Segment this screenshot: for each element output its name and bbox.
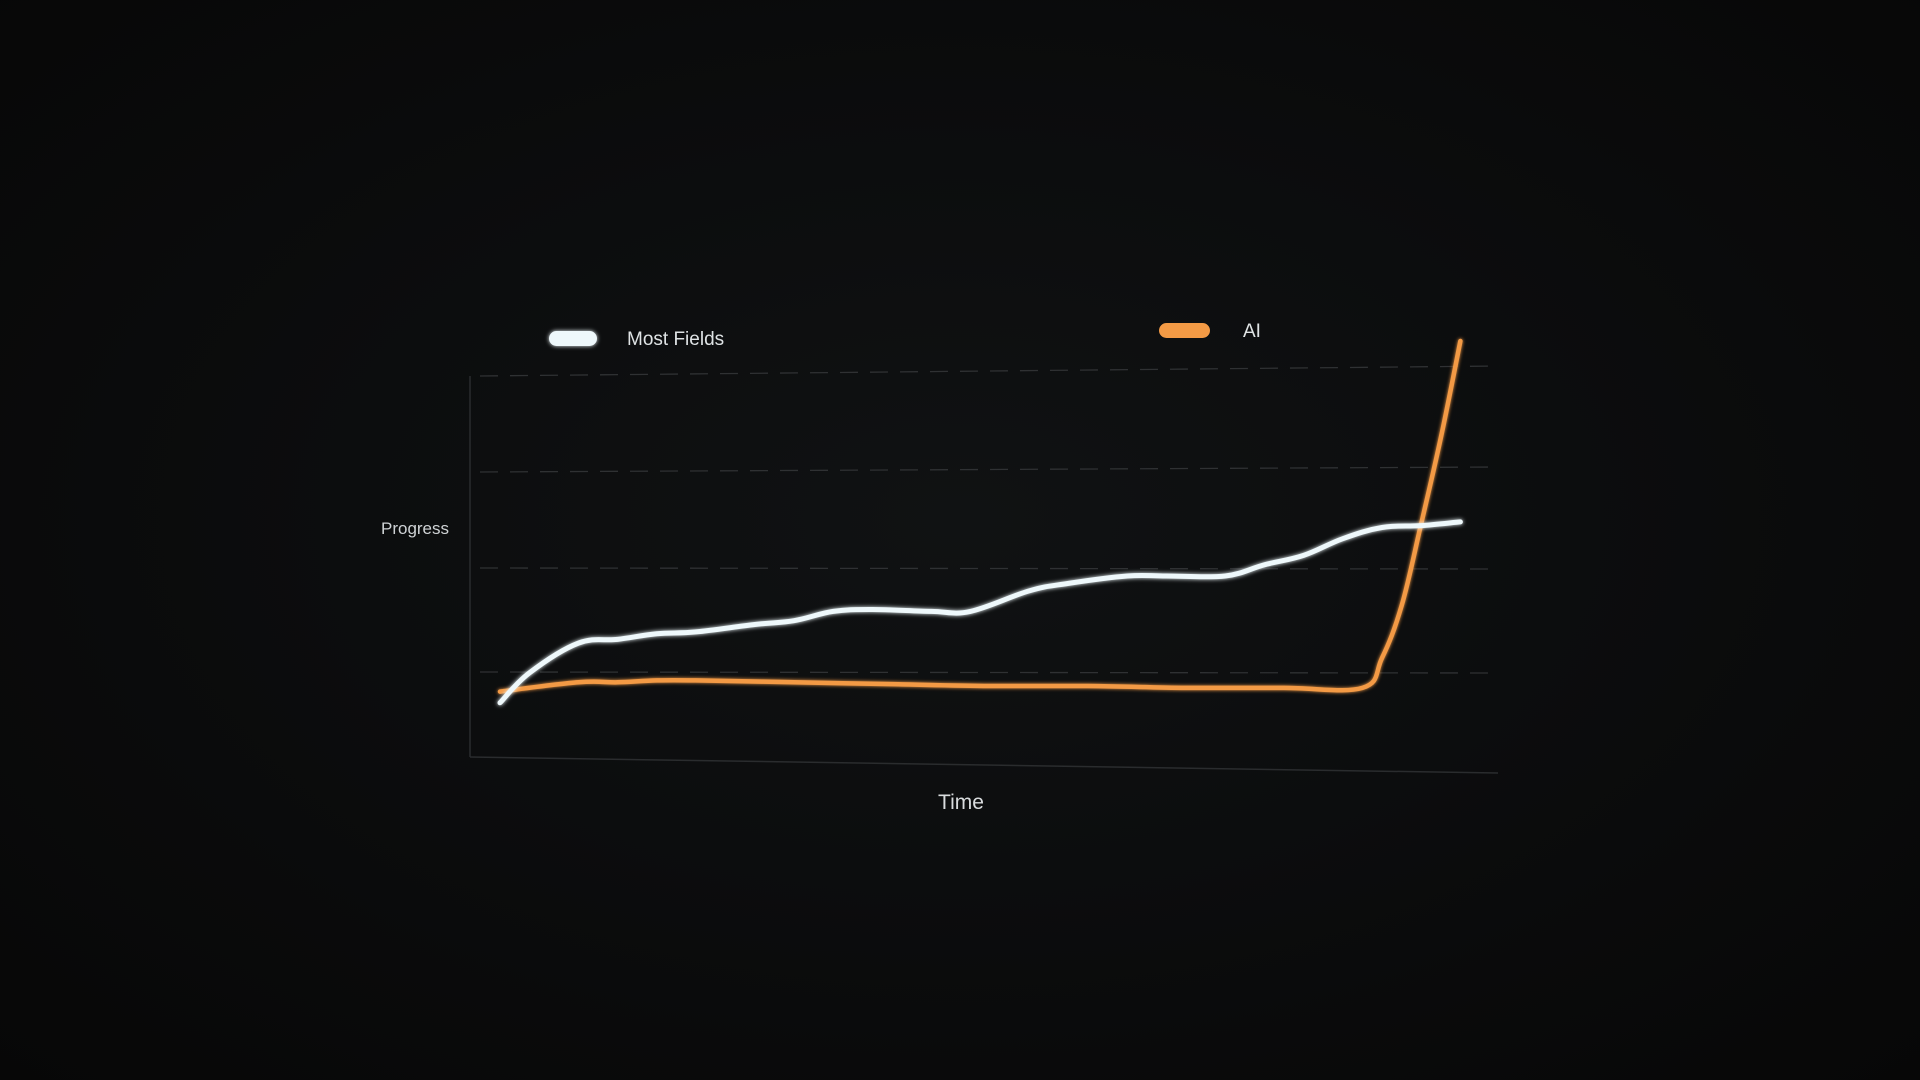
series-lines bbox=[497, 338, 1463, 706]
legend: Most Fields AI bbox=[549, 321, 1261, 350]
legend-label-most-fields: Most Fields bbox=[627, 329, 724, 350]
x-axis-label: Time bbox=[938, 791, 984, 814]
gridlines bbox=[479, 365, 1501, 674]
gridline-2 bbox=[479, 466, 1501, 473]
series-line-most-fields bbox=[497, 519, 1463, 706]
x-axis-line bbox=[469, 756, 1499, 774]
legend-swatch-ai bbox=[1159, 323, 1210, 338]
y-axis-label: Progress bbox=[381, 519, 449, 538]
legend-swatch-most-fields bbox=[549, 331, 597, 346]
gridline-4 bbox=[479, 671, 1501, 674]
gridline-3 bbox=[479, 567, 1501, 570]
gridline-1 bbox=[479, 365, 1501, 377]
legend-label-ai: AI bbox=[1243, 321, 1261, 342]
series-line-ai bbox=[497, 338, 1463, 694]
